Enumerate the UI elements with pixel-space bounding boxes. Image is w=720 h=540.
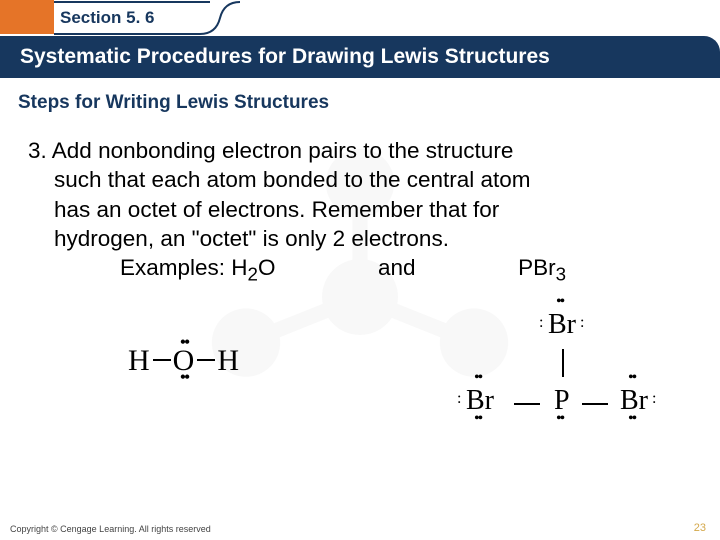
- examples-sub2: 3: [556, 264, 566, 285]
- step-line4: hydrogen, an "octet" is only 2 electrons…: [54, 226, 449, 251]
- bond-icon: [562, 349, 564, 377]
- lone-pair: ••: [556, 415, 563, 423]
- h-atom: H: [217, 344, 240, 377]
- br-left-atom: •• : •• Br: [466, 385, 494, 417]
- step-line3: has an octet of electrons. Remember that…: [54, 197, 499, 222]
- step-line1: Add nonbonding electron pairs to the str…: [52, 138, 514, 163]
- lone-pair: :: [539, 319, 543, 326]
- bond-icon: [153, 359, 171, 361]
- lone-pair: :: [580, 319, 584, 326]
- lone-pair: ••: [474, 374, 481, 382]
- lone-pair: ••: [556, 298, 563, 306]
- examples-sub1: 2: [248, 264, 258, 285]
- title-text: Systematic Procedures for Drawing Lewis …: [20, 45, 550, 69]
- step-number: 3.: [28, 138, 47, 163]
- subtitle: Steps for Writing Lewis Structures: [18, 92, 720, 114]
- lone-pair: :: [457, 395, 461, 402]
- lone-pair: :: [652, 395, 656, 402]
- lone-pair: ••: [628, 374, 635, 382]
- content: 3. Add nonbonding electron pairs to the …: [0, 114, 720, 484]
- examples-mid: O: [258, 255, 276, 280]
- p-center-atom: •• P: [554, 385, 570, 417]
- h-atom: H: [128, 344, 151, 377]
- lone-pair-top: ••: [180, 332, 189, 353]
- step-line2: such that each atom bonded to the centra…: [54, 167, 531, 192]
- lone-pair-bottom: ••: [180, 367, 189, 388]
- examples-prefix: Examples: H: [120, 255, 248, 280]
- page-number: 23: [694, 522, 706, 534]
- examples-row: Examples: H2O and PBr3: [28, 255, 680, 286]
- examples-and: and: [378, 255, 416, 280]
- h2o-structure: H ••O•• H: [128, 344, 240, 378]
- lewis-structures: H ••O•• H •• : : Br •• : •• Br: [28, 304, 680, 484]
- lone-pair: ••: [474, 415, 481, 423]
- examples-pbr: PBr: [518, 255, 556, 280]
- bond-icon: [197, 359, 215, 361]
- section-label: Section 5. 6: [60, 8, 154, 28]
- bond-icon: [514, 403, 540, 405]
- header-top: Section 5. 6: [0, 0, 720, 38]
- lone-pair: ••: [628, 415, 635, 423]
- o-atom-wrap: ••O••: [173, 344, 196, 378]
- br-top-atom: •• : : Br: [548, 309, 576, 341]
- bond-icon: [582, 403, 608, 405]
- step-text: 3. Add nonbonding electron pairs to the …: [28, 136, 680, 253]
- copyright-text: Copyright © Cengage Learning. All rights…: [10, 524, 211, 534]
- br-label: Br: [548, 309, 576, 340]
- title-bar: Systematic Procedures for Drawing Lewis …: [0, 36, 720, 78]
- pbr3-structure: •• : : Br •• : •• Br •• P: [458, 309, 668, 449]
- br-right-atom: •• : •• Br: [620, 385, 648, 417]
